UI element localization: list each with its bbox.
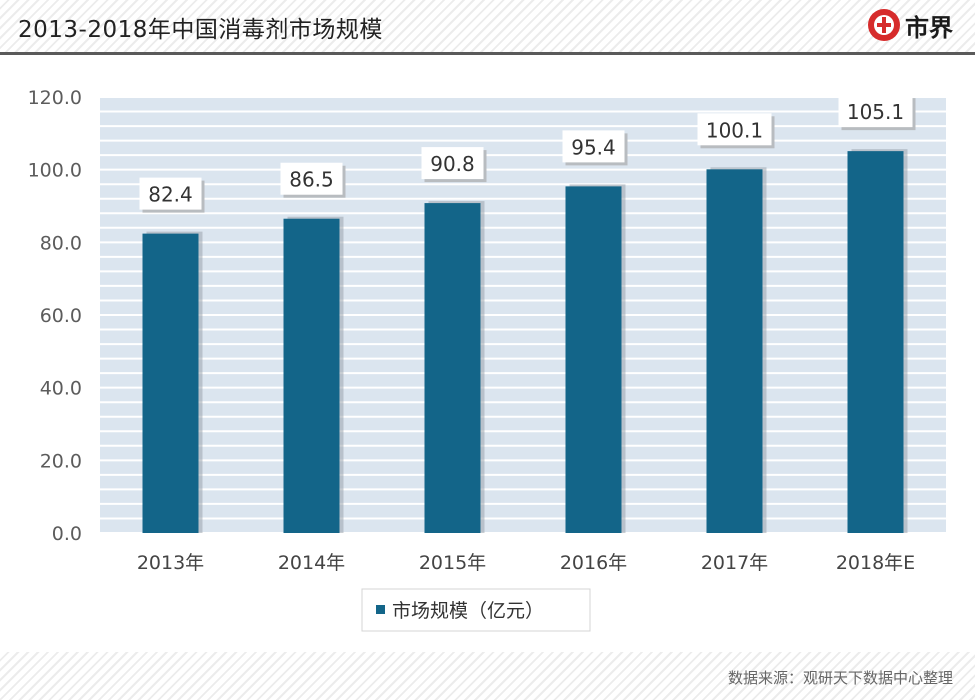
legend-swatch bbox=[376, 605, 385, 614]
market-size-chart: 0.0 20.0 40.0 60.0 80.0 100.0 120.0 82.4 86.5 90… bbox=[28, 87, 946, 632]
data-label: 105.1 bbox=[847, 100, 904, 124]
y-tick-label: 40.0 bbox=[40, 378, 82, 400]
y-tick-label: 80.0 bbox=[40, 232, 82, 254]
data-label: 95.4 bbox=[571, 135, 616, 159]
x-axis-ticks: 2013年 2014年 2015年 2016年 2017年 2018年E bbox=[137, 552, 915, 574]
footer-bar: 数据来源：观研天下数据中心整理 bbox=[0, 652, 975, 700]
data-label: 100.1 bbox=[706, 118, 763, 142]
y-tick-label: 60.0 bbox=[40, 305, 82, 327]
x-tick-label: 2015年 bbox=[419, 552, 486, 574]
data-label-box bbox=[562, 130, 625, 163]
bar bbox=[847, 151, 904, 533]
y-tick-label: 0.0 bbox=[52, 523, 82, 545]
data-label-box bbox=[838, 95, 913, 128]
x-tick-label: 2016年 bbox=[560, 552, 627, 574]
data-source-note: 数据来源：观研天下数据中心整理 bbox=[727, 669, 953, 687]
data-label: 82.4 bbox=[148, 183, 193, 207]
bar bbox=[424, 203, 481, 534]
data-label-box bbox=[280, 162, 343, 195]
y-axis-ticks: 0.0 20.0 40.0 60.0 80.0 100.0 120.0 bbox=[28, 87, 82, 545]
y-tick-label: 20.0 bbox=[40, 450, 82, 472]
y-tick-label: 100.0 bbox=[28, 160, 82, 182]
legend-box bbox=[361, 588, 591, 632]
legend: 市场规模（亿元） bbox=[361, 588, 591, 632]
page-title: 2013-2018年中国消毒剂市场规模 bbox=[18, 17, 383, 43]
data-label-box bbox=[139, 177, 202, 210]
gridlines bbox=[100, 96, 946, 534]
brand-logo-icon bbox=[868, 9, 900, 41]
bars: 82.4 86.5 90.8 95.4 100.1 105.1 bbox=[139, 95, 916, 534]
x-tick-label: 2018年E bbox=[836, 552, 915, 574]
header-bar: 2013-2018年中国消毒剂市场规模 市界 bbox=[0, 0, 975, 55]
bar bbox=[565, 186, 622, 533]
data-label: 86.5 bbox=[289, 168, 334, 192]
brand-logo: 市界 bbox=[867, 7, 953, 43]
data-label-box bbox=[421, 147, 484, 180]
y-tick-label: 120.0 bbox=[28, 87, 82, 109]
x-tick-label: 2017年 bbox=[701, 552, 768, 574]
data-label-box bbox=[697, 113, 772, 146]
bar bbox=[283, 218, 340, 533]
bar bbox=[706, 169, 763, 533]
data-label: 90.8 bbox=[430, 152, 475, 176]
bar bbox=[142, 233, 199, 533]
legend-label: 市场规模（亿元） bbox=[392, 600, 544, 622]
x-tick-label: 2014年 bbox=[278, 552, 345, 574]
x-tick-label: 2013年 bbox=[137, 552, 204, 574]
brand-logo-text: 市界 bbox=[905, 13, 953, 42]
